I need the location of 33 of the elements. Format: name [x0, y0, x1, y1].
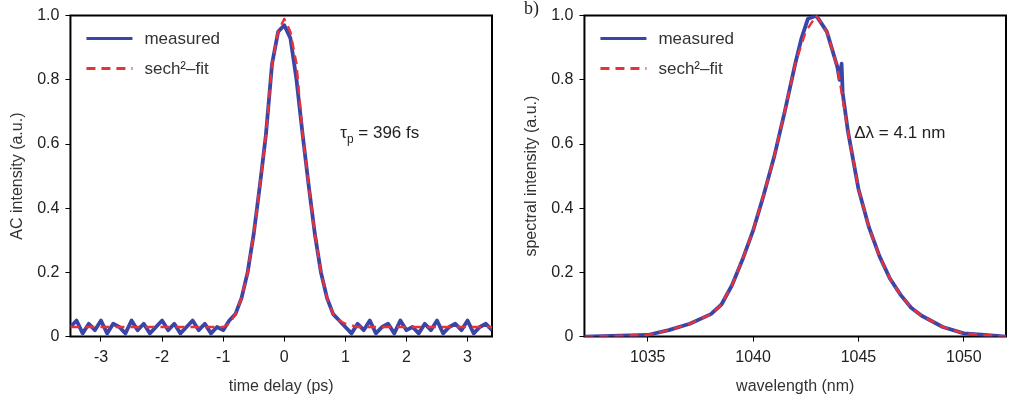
y-tick-label: 0.6	[37, 134, 60, 152]
y-tick-label: 0.8	[551, 70, 574, 88]
x-tick-label: 1	[340, 347, 350, 365]
y-tick-label: 0	[564, 327, 574, 345]
y-tick-label: 0.4	[551, 198, 574, 216]
legend-label: sech²–fit	[658, 58, 723, 78]
legend-label: measured	[658, 28, 735, 48]
x-tick-label: -2	[154, 347, 170, 365]
x-tick-label: 0	[279, 347, 289, 365]
x-axis-title: wavelength (nm)	[735, 376, 855, 394]
x-tick-label: 1035	[629, 347, 666, 365]
x-tick-label: 1045	[840, 347, 877, 365]
x-tick-label: 1040	[735, 347, 771, 365]
y-axis-title: spectral intensity (a.u.)	[522, 95, 540, 257]
y-tick-label: 0.6	[551, 134, 574, 152]
y-tick-label: 0.8	[37, 70, 60, 88]
y-tick-label: 0.2	[37, 262, 60, 280]
x-tick-label: -3	[93, 347, 109, 365]
legend-label: sech²–fit	[144, 58, 209, 78]
x-axis-title: time delay (ps)	[228, 376, 334, 394]
legend-label: measured	[144, 28, 221, 48]
x-tick-label: 2	[402, 347, 412, 365]
x-tick-label: -1	[216, 347, 231, 365]
chart-title: b)	[524, 0, 539, 19]
annotation: Δλ = 4.1 nm	[854, 122, 946, 142]
y-tick-label: 1.0	[37, 6, 60, 24]
y-tick-label: 0.4	[37, 198, 60, 216]
y-axis-title: AC intensity (a.u.)	[8, 112, 26, 240]
x-tick-label: 3	[463, 347, 473, 365]
y-tick-label: 0.2	[551, 262, 574, 280]
x-tick-label: 1050	[946, 347, 982, 365]
y-tick-label: 0	[50, 327, 60, 345]
y-tick-label: 1.0	[551, 6, 574, 24]
